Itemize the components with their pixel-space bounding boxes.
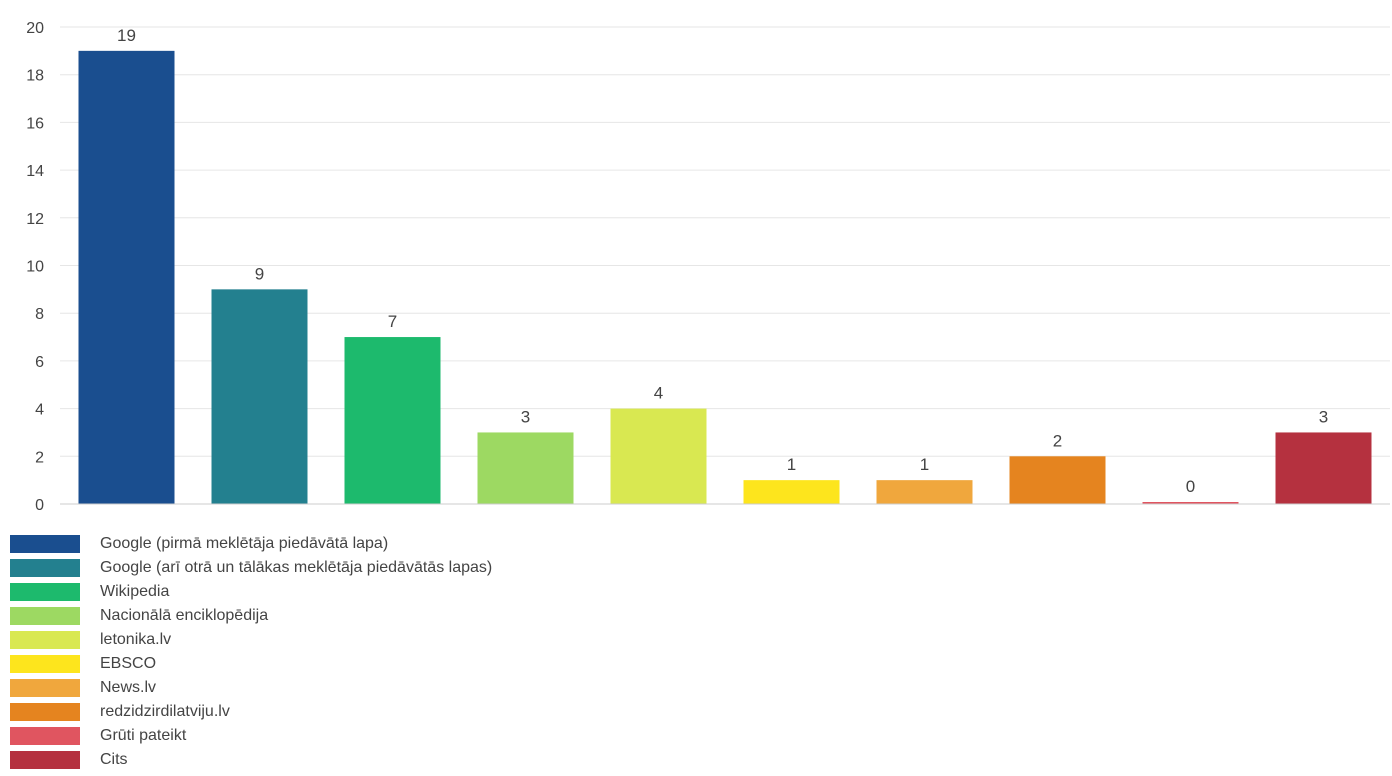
bar-value-label: 19 (117, 26, 136, 45)
y-tick-label: 18 (26, 68, 44, 85)
bar[interactable] (344, 337, 441, 504)
bar[interactable] (1275, 432, 1372, 504)
bar[interactable] (78, 50, 175, 504)
y-tick-label: 16 (26, 115, 44, 132)
bar-value-label: 3 (1319, 407, 1328, 426)
y-tick-label: 12 (26, 211, 44, 228)
bar[interactable] (876, 480, 973, 504)
legend-swatch (10, 607, 80, 625)
legend: Google (pirmā meklētāja piedāvātā lapa) G… (10, 532, 492, 772)
y-tick-label: 4 (35, 402, 44, 419)
legend-item[interactable]: redzidzirdilatviju.lv (10, 700, 492, 724)
legend-item[interactable]: Cits (10, 748, 492, 772)
y-tick-label: 6 (35, 354, 44, 371)
bar-value-label: 1 (787, 455, 796, 474)
y-tick-label: 10 (26, 259, 44, 276)
legend-swatch (10, 751, 80, 769)
bar-value-label: 1 (920, 455, 929, 474)
y-tick-label: 2 (35, 449, 44, 466)
y-tick-label: 8 (35, 306, 44, 323)
bar-value-label: 9 (255, 264, 264, 283)
bar-value-label: 0 (1186, 477, 1195, 496)
legend-label: Wikipedia (100, 583, 170, 600)
y-axis-ticks: 0 2 4 6 8 10 12 14 16 18 20 (26, 20, 44, 514)
legend-swatch (10, 655, 80, 673)
legend-swatch (10, 583, 80, 601)
legend-item[interactable]: Nacionālā enciklopēdija (10, 604, 492, 628)
y-tick-label: 20 (26, 20, 44, 37)
bar-value-label: 7 (388, 312, 397, 331)
bar-value-label: 2 (1053, 431, 1062, 450)
bar-value-label: 4 (654, 384, 663, 403)
bar-value-label: 3 (521, 407, 530, 426)
legend-label: Grūti pateikt (100, 727, 187, 744)
bar[interactable] (743, 480, 840, 504)
legend-item[interactable]: News.lv (10, 676, 492, 700)
bar[interactable] (1009, 456, 1106, 504)
legend-swatch (10, 559, 80, 577)
bar[interactable] (211, 289, 308, 504)
legend-swatch (10, 679, 80, 697)
legend-label: Nacionālā enciklopēdija (100, 607, 269, 624)
legend-swatch (10, 631, 80, 649)
legend-swatch (10, 727, 80, 745)
legend-swatch (10, 703, 80, 721)
data-labels: 19 9 7 3 4 1 1 2 0 3 (117, 26, 1328, 496)
y-tick-label: 0 (35, 497, 44, 514)
bar[interactable] (477, 432, 574, 504)
bars (78, 50, 1372, 504)
legend-label: EBSCO (100, 655, 157, 672)
legend-label: Google (pirmā meklētāja piedāvātā lapa) (100, 535, 389, 552)
legend-swatch (10, 535, 80, 553)
legend-label: letonika.lv (100, 631, 172, 648)
bar[interactable] (610, 408, 707, 504)
legend-item[interactable]: Google (pirmā meklētāja piedāvātā lapa) (10, 532, 492, 556)
legend-label: redzidzirdilatviju.lv (100, 703, 230, 720)
y-tick-label: 14 (26, 163, 44, 180)
legend-item[interactable]: letonika.lv (10, 628, 492, 652)
legend-item[interactable]: Wikipedia (10, 580, 492, 604)
legend-item[interactable]: Google (arī otrā un tālākas meklētāja pi… (10, 556, 492, 580)
legend-label: News.lv (100, 679, 157, 696)
bar[interactable] (1142, 502, 1239, 504)
legend-item[interactable]: Grūti pateikt (10, 724, 492, 748)
legend-label: Cits (100, 751, 128, 768)
legend-item[interactable]: EBSCO (10, 652, 492, 676)
legend-label: Google (arī otrā un tālākas meklētāja pi… (100, 559, 493, 576)
